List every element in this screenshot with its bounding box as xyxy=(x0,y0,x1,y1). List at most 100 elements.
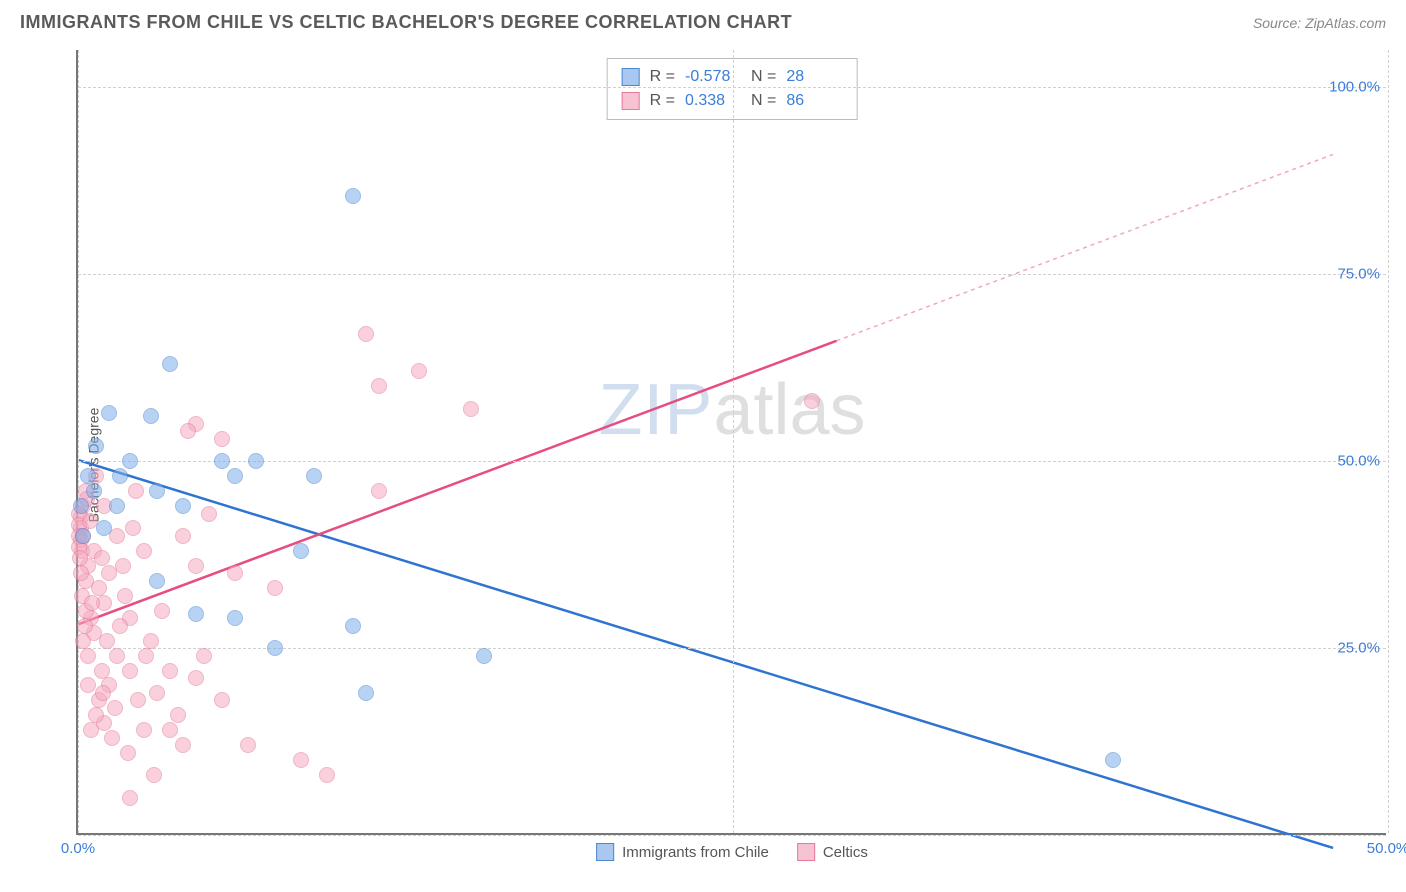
data-point-blue xyxy=(162,356,178,372)
gridline-h xyxy=(78,461,1386,462)
y-tick-label: 50.0% xyxy=(1337,453,1380,470)
data-point-blue xyxy=(345,618,361,634)
data-point-pink xyxy=(175,528,191,544)
data-point-blue xyxy=(476,648,492,664)
data-point-pink xyxy=(109,648,125,664)
data-point-pink xyxy=(214,692,230,708)
data-point-pink xyxy=(122,663,138,679)
data-point-pink xyxy=(112,618,128,634)
trend-lines xyxy=(78,50,1386,833)
data-point-pink xyxy=(175,737,191,753)
data-point-pink xyxy=(188,670,204,686)
data-point-pink xyxy=(170,707,186,723)
data-point-pink xyxy=(180,423,196,439)
stats-row-pink: R = 0.338 N = 86 xyxy=(622,89,843,113)
data-point-blue xyxy=(86,483,102,499)
swatch-pink-icon xyxy=(622,92,640,110)
data-point-pink xyxy=(120,745,136,761)
gridline-v xyxy=(78,50,79,833)
data-point-blue xyxy=(88,438,104,454)
data-point-blue xyxy=(122,453,138,469)
data-point-pink xyxy=(804,393,820,409)
data-point-blue xyxy=(96,520,112,536)
data-point-pink xyxy=(95,685,111,701)
data-point-pink xyxy=(267,580,283,596)
data-point-blue xyxy=(293,543,309,559)
data-point-blue xyxy=(75,528,91,544)
data-point-pink xyxy=(104,730,120,746)
chart: Bachelor's Degree ZIPatlas R = -0.578 N … xyxy=(50,50,1386,880)
stats-row-blue: R = -0.578 N = 28 xyxy=(622,65,843,89)
data-point-blue xyxy=(227,468,243,484)
swatch-blue-icon xyxy=(596,843,614,861)
data-point-pink xyxy=(136,722,152,738)
data-point-blue xyxy=(358,685,374,701)
data-point-pink xyxy=(196,648,212,664)
data-point-blue xyxy=(80,468,96,484)
data-point-pink xyxy=(358,326,374,342)
data-point-blue xyxy=(188,606,204,622)
header: IMMIGRANTS FROM CHILE VS CELTIC BACHELOR… xyxy=(0,0,1406,41)
data-point-pink xyxy=(162,722,178,738)
data-point-pink xyxy=(136,543,152,559)
data-point-blue xyxy=(149,573,165,589)
data-point-pink xyxy=(319,767,335,783)
data-point-pink xyxy=(201,506,217,522)
data-point-pink xyxy=(94,663,110,679)
y-tick-label: 100.0% xyxy=(1329,79,1380,96)
chart-title: IMMIGRANTS FROM CHILE VS CELTIC BACHELOR… xyxy=(20,12,792,33)
data-point-pink xyxy=(188,558,204,574)
data-point-pink xyxy=(227,565,243,581)
data-point-pink xyxy=(122,790,138,806)
legend-label-pink: Celtics xyxy=(823,844,868,861)
data-point-pink xyxy=(84,595,100,611)
data-point-blue xyxy=(306,468,322,484)
data-point-pink xyxy=(130,692,146,708)
data-point-pink xyxy=(80,648,96,664)
data-point-pink xyxy=(214,431,230,447)
data-point-pink xyxy=(149,685,165,701)
data-point-pink xyxy=(115,558,131,574)
data-point-blue xyxy=(227,610,243,626)
data-point-pink xyxy=(293,752,309,768)
data-point-pink xyxy=(107,700,123,716)
data-point-pink xyxy=(75,633,91,649)
plot-area: ZIPatlas R = -0.578 N = 28 R = 0.338 N =… xyxy=(76,50,1386,835)
data-point-pink xyxy=(117,588,133,604)
gridline-v xyxy=(733,50,734,833)
data-point-blue xyxy=(149,483,165,499)
data-point-pink xyxy=(88,707,104,723)
data-point-pink xyxy=(83,722,99,738)
n-value-blue: 28 xyxy=(786,65,842,89)
data-point-blue xyxy=(143,408,159,424)
data-point-pink xyxy=(371,483,387,499)
data-point-pink xyxy=(138,648,154,664)
data-point-pink xyxy=(128,483,144,499)
data-point-pink xyxy=(94,550,110,566)
data-point-pink xyxy=(463,401,479,417)
legend-label-blue: Immigrants from Chile xyxy=(622,844,769,861)
data-point-blue xyxy=(214,453,230,469)
x-tick-label: 50.0% xyxy=(1367,840,1406,857)
data-point-blue xyxy=(345,188,361,204)
data-point-pink xyxy=(99,633,115,649)
data-point-blue xyxy=(248,453,264,469)
data-point-pink xyxy=(77,618,93,634)
data-point-blue xyxy=(112,468,128,484)
r-label: R = xyxy=(650,89,675,113)
bottom-legend: Immigrants from Chile Celtics xyxy=(596,843,868,861)
data-point-pink xyxy=(72,550,88,566)
data-point-blue xyxy=(101,405,117,421)
data-point-pink xyxy=(91,580,107,596)
gridline-v xyxy=(1388,50,1389,833)
data-point-blue xyxy=(1105,752,1121,768)
data-point-pink xyxy=(146,767,162,783)
y-tick-label: 75.0% xyxy=(1337,266,1380,283)
data-point-pink xyxy=(240,737,256,753)
gridline-h xyxy=(78,87,1386,88)
data-point-pink xyxy=(143,633,159,649)
n-value-pink: 86 xyxy=(786,89,842,113)
gridline-h xyxy=(78,835,1386,836)
n-label: N = xyxy=(751,65,776,89)
swatch-pink-icon xyxy=(797,843,815,861)
